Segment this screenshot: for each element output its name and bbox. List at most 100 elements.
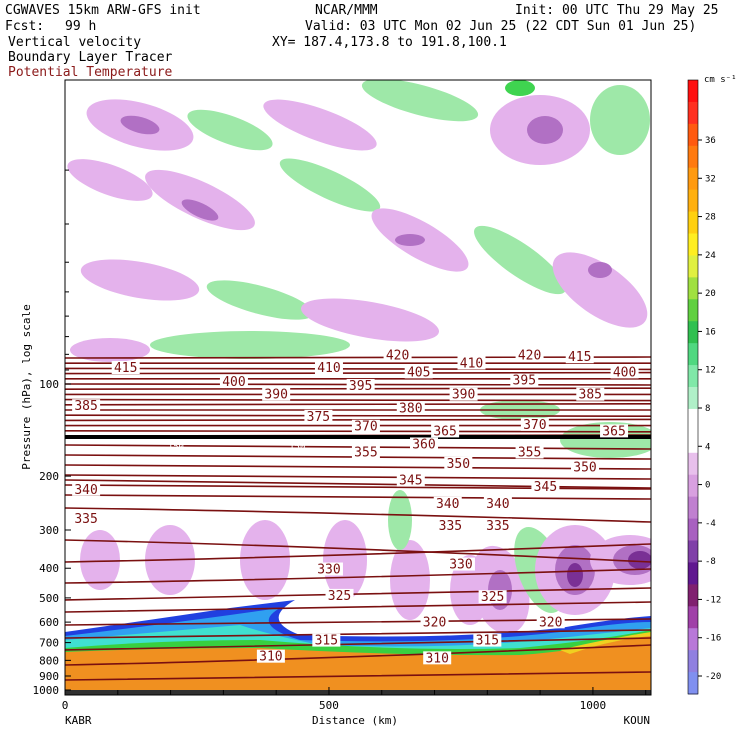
colorbar-swatch <box>688 496 698 520</box>
tracer-label: 150 <box>289 442 305 452</box>
colorbar-label: 12 <box>705 366 716 376</box>
y-tick-label: 800 <box>39 654 59 667</box>
isentrope-label-bg <box>483 518 512 532</box>
fcst-label: Fcst: <box>5 19 45 34</box>
colorbar-swatch <box>688 540 698 563</box>
isentrope-label-bg <box>576 387 605 401</box>
colorbar-unit: cm s⁻¹ <box>704 75 737 85</box>
colorbar-label: 24 <box>705 251 716 261</box>
vertical-velocity-field <box>67 80 651 635</box>
isentrope-label-bg <box>436 518 465 532</box>
isentrope-label: 420 <box>518 349 541 364</box>
isentrope-label: 330 <box>449 558 472 573</box>
isentrope-label: 390 <box>264 388 287 403</box>
isentrope-label: 415 <box>568 350 591 365</box>
isentrope-line <box>65 671 651 681</box>
colorbar-label: -20 <box>705 672 721 682</box>
isentrope-label: 380 <box>399 401 422 416</box>
colorbar-swatch <box>688 584 698 607</box>
isentrope-label-bg <box>423 651 452 665</box>
isentrope-labels: 420 420 415 415 410 410 405 400 400 395 395 390 390 3… <box>72 348 639 666</box>
colorbar-swatch <box>688 408 698 432</box>
isentrope-label-bg <box>478 590 507 604</box>
isentrope-label-bg <box>610 365 639 379</box>
isentrope-label-bg <box>314 360 343 374</box>
colorbar-label: -12 <box>705 595 721 605</box>
colorbar-swatch <box>688 277 698 300</box>
isentrope-label: 375 <box>307 410 330 425</box>
isentrope-label: 335 <box>74 512 97 527</box>
colorbar-swatch <box>688 101 698 125</box>
isentrope-label-bg <box>531 479 560 493</box>
colorbar-label: 16 <box>705 327 716 337</box>
isentrope-label: 400 <box>613 365 636 380</box>
y-tick-label: 100 <box>39 378 59 391</box>
colorbar-swatch <box>688 321 698 344</box>
isentrope-label: 350 <box>573 460 596 475</box>
isentrope-label: 395 <box>349 379 372 394</box>
isentrope-label: 385 <box>579 388 602 403</box>
colorbar-label: -4 <box>705 519 716 529</box>
center-name: NCAR/MMM <box>315 3 378 18</box>
colorbar-swatch <box>688 650 698 673</box>
colorbar-swatch <box>688 452 698 476</box>
isentrope-label-bg <box>312 633 341 647</box>
isentrope-label: 370 <box>354 420 377 435</box>
isentrope-label-bg <box>351 445 380 459</box>
isentrope-label: 315 <box>315 634 338 649</box>
colorbar-swatch <box>688 211 698 234</box>
init-time: Init: 00 UTC Thu 29 May 25 <box>515 3 719 18</box>
field-potential-temperature: Potential Temperature <box>8 65 173 80</box>
model-title: CGWAVES 15km ARW-GFS init <box>5 3 201 18</box>
colorbar-swatch <box>688 430 698 454</box>
tropopause-band <box>65 435 651 439</box>
isentrope-line <box>65 618 651 626</box>
isentrope-label-bg <box>404 365 433 379</box>
colorbar-swatch <box>688 628 698 651</box>
isentrope-label-bg <box>565 350 594 364</box>
colorbar-swatch <box>688 365 698 388</box>
isentrope-label: 355 <box>354 446 377 461</box>
isentrope-label-bg <box>346 378 375 392</box>
isentrope-label-bg <box>420 615 449 629</box>
isentrope-label: 355 <box>518 446 541 461</box>
isentrope-line <box>65 507 651 523</box>
isentrope-line <box>65 474 651 480</box>
isentrope-label-bg <box>72 511 101 525</box>
colorbar-swatch <box>688 474 698 498</box>
y-tick-label: 1000 <box>33 684 60 697</box>
isentrope-label: 310 <box>259 650 282 665</box>
isentrope-label: 330 <box>317 563 340 578</box>
isentrope-label-bg <box>111 360 140 374</box>
field-vertical-velocity: Vertical velocity <box>8 35 142 50</box>
isentrope-label: 395 <box>513 374 536 389</box>
colorbar-label: 28 <box>705 213 716 223</box>
x-tick-label: 500 <box>319 699 339 712</box>
tracer-labels: 150 150 <box>168 442 306 452</box>
colorbar-swatch <box>688 189 698 213</box>
isentrope-label-bg <box>457 356 486 370</box>
right-endpoint: KOUN <box>624 714 651 727</box>
colorbar-swatch <box>688 606 698 629</box>
isentrope-label-bg <box>515 348 544 362</box>
isentrope-line <box>65 543 651 563</box>
isentrope-label: 410 <box>460 356 483 371</box>
isentrope-label-bg <box>314 562 343 576</box>
isentrope-label: 335 <box>486 519 509 534</box>
y-tick-label: 200 <box>39 470 59 483</box>
colorbar-label: 20 <box>705 289 716 299</box>
isentrope-label: 315 <box>476 634 499 649</box>
isentrope-label-bg <box>433 496 462 510</box>
isentrope-label-bg <box>262 387 291 401</box>
isentrope-label-bg <box>510 373 539 387</box>
isentrope-line <box>65 629 651 639</box>
isentrope-label-bg <box>409 437 438 451</box>
isentrope-label-bg <box>483 496 512 510</box>
tracer-label: 150 <box>168 442 184 452</box>
isentrope-label: 420 <box>386 349 409 364</box>
isentrope-label-bg <box>396 401 425 415</box>
colorbar-label: -16 <box>705 634 721 644</box>
valid-time: Valid: 03 UTC Mon 02 Jun 25 (22 CDT Sun … <box>305 19 697 34</box>
